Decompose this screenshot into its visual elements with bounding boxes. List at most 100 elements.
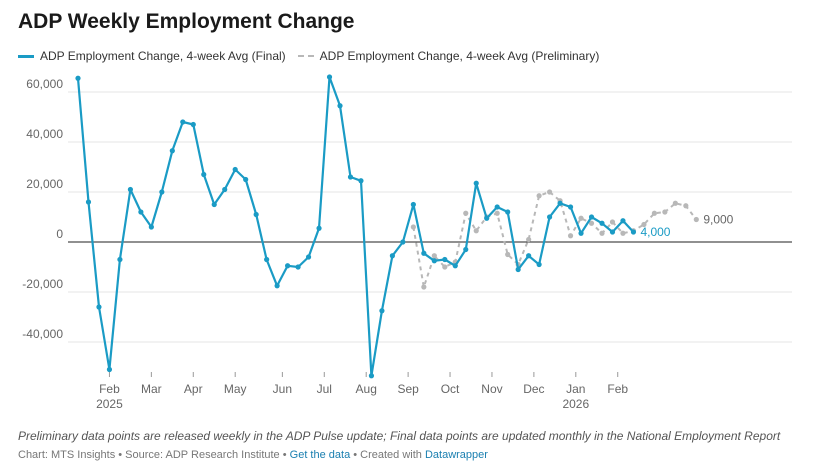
legend-label-preliminary: ADP Employment Change, 4-week Avg (Preli… bbox=[319, 49, 600, 63]
legend-item-preliminary[interactable]: ADP Employment Change, 4-week Avg (Preli… bbox=[297, 49, 600, 63]
preliminary-series-point bbox=[526, 236, 532, 243]
x-tick-label: Mar bbox=[141, 382, 162, 396]
final-series-point bbox=[358, 178, 364, 184]
final-series-line bbox=[76, 75, 635, 377]
final-series-point bbox=[159, 189, 165, 195]
final-series-point bbox=[222, 186, 228, 193]
y-tick-label: -20,000 bbox=[22, 277, 63, 291]
final-series-point bbox=[127, 186, 133, 193]
final-series-point bbox=[201, 171, 207, 178]
x-tick-label: Jan bbox=[566, 382, 585, 396]
x-tick-label: Feb bbox=[99, 382, 120, 396]
final-series-point bbox=[305, 254, 312, 260]
final-series-point bbox=[211, 201, 217, 208]
x-tick-label: Nov bbox=[481, 382, 502, 396]
x-tick-label: Oct bbox=[441, 382, 460, 396]
final-series-point bbox=[505, 209, 511, 215]
final-series-point bbox=[295, 264, 301, 270]
final-series-point bbox=[557, 200, 563, 206]
y-tick-label: 20,000 bbox=[26, 177, 63, 191]
final-series-point bbox=[75, 75, 81, 81]
final-series-point bbox=[630, 229, 637, 235]
final-series-point bbox=[347, 174, 354, 180]
x-tick-label: Apr bbox=[184, 382, 203, 396]
preliminary-series-point bbox=[641, 221, 647, 228]
preliminary-series-point bbox=[505, 251, 511, 258]
final-series-point bbox=[337, 103, 343, 109]
final-series-point bbox=[389, 253, 395, 259]
final-series-point bbox=[180, 119, 186, 125]
preliminary-series-point bbox=[651, 210, 658, 216]
final-series-point bbox=[264, 256, 270, 263]
final-series-point bbox=[316, 225, 322, 231]
final-series-point bbox=[536, 261, 542, 268]
y-tick-label: 40,000 bbox=[26, 127, 63, 141]
x-tick-label: Jul bbox=[317, 382, 332, 396]
legend: ADP Employment Change, 4-week Avg (Final… bbox=[18, 49, 611, 63]
preliminary-series-line bbox=[412, 191, 698, 288]
final-series-point bbox=[117, 256, 123, 263]
final-series-point bbox=[169, 148, 175, 154]
final-series-point bbox=[442, 256, 448, 263]
final-series-point bbox=[232, 166, 238, 173]
y-tick-label: 60,000 bbox=[26, 77, 63, 91]
final-series-point bbox=[96, 304, 102, 310]
final-series-point bbox=[379, 308, 385, 314]
preliminary-series-point bbox=[431, 253, 437, 259]
final-series-point bbox=[452, 263, 458, 269]
chart-credits: Chart: MTS Insights • Source: ADP Resear… bbox=[18, 449, 488, 461]
final-series-point bbox=[431, 258, 437, 264]
preliminary-series-point bbox=[567, 233, 574, 239]
datawrapper-link[interactable]: Datawrapper bbox=[424, 449, 488, 461]
final-series-point bbox=[588, 214, 595, 220]
final-series-point bbox=[190, 121, 196, 128]
final-series-point bbox=[243, 176, 249, 183]
final-series-point bbox=[599, 220, 605, 226]
credit-created-with: Created with bbox=[360, 449, 425, 461]
legend-swatch-preliminary bbox=[297, 55, 314, 57]
final-series-point bbox=[484, 215, 490, 221]
final-series-point bbox=[526, 253, 532, 259]
get-the-data-link[interactable]: Get the data bbox=[289, 449, 351, 461]
final-series-point bbox=[253, 211, 259, 218]
final-series-point bbox=[463, 246, 469, 253]
final-series-point bbox=[609, 229, 616, 235]
x-tick-label: May bbox=[224, 382, 247, 396]
final-series-point bbox=[567, 204, 574, 210]
credit-separator: • bbox=[279, 449, 290, 461]
x-tick-label: Feb bbox=[607, 382, 628, 396]
final-series-point bbox=[138, 209, 144, 215]
x-year-label: 2026 bbox=[562, 397, 589, 411]
x-tick-label: Dec bbox=[523, 382, 544, 396]
preliminary-series-point bbox=[662, 209, 668, 215]
preliminary-series-point bbox=[683, 203, 689, 209]
preliminary-series-point bbox=[463, 210, 469, 216]
final-series-point bbox=[494, 204, 500, 210]
preliminary-series-point bbox=[609, 219, 616, 225]
final-series-point bbox=[106, 366, 113, 373]
final-series-point bbox=[326, 74, 333, 80]
legend-label-final: ADP Employment Change, 4-week Avg (Final… bbox=[40, 49, 286, 63]
credit-separator: • bbox=[115, 449, 126, 461]
final-series-point bbox=[547, 214, 553, 220]
final-series-point bbox=[148, 224, 154, 230]
y-tick-label: 0 bbox=[56, 227, 63, 241]
chart-note: Preliminary data points are released wee… bbox=[18, 429, 781, 443]
legend-item-final[interactable]: ADP Employment Change, 4-week Avg (Final… bbox=[18, 49, 286, 63]
final-series-point bbox=[368, 373, 375, 379]
preliminary-series-point bbox=[599, 230, 605, 236]
final-series-point bbox=[400, 239, 406, 245]
x-tick-label: Jun bbox=[273, 382, 292, 396]
preliminary-series-point bbox=[442, 264, 448, 270]
preliminary-series-point bbox=[672, 200, 678, 206]
preliminary-series-point bbox=[588, 220, 595, 226]
x-tick-label: Sep bbox=[397, 382, 419, 396]
final-series-point bbox=[620, 218, 626, 224]
chart-title: ADP Weekly Employment Change bbox=[18, 10, 355, 33]
final-series-point bbox=[473, 180, 479, 186]
preliminary-series-point bbox=[536, 193, 542, 199]
final-series-point bbox=[578, 230, 584, 236]
final-series-point bbox=[515, 266, 521, 273]
final-series-point bbox=[274, 283, 280, 289]
